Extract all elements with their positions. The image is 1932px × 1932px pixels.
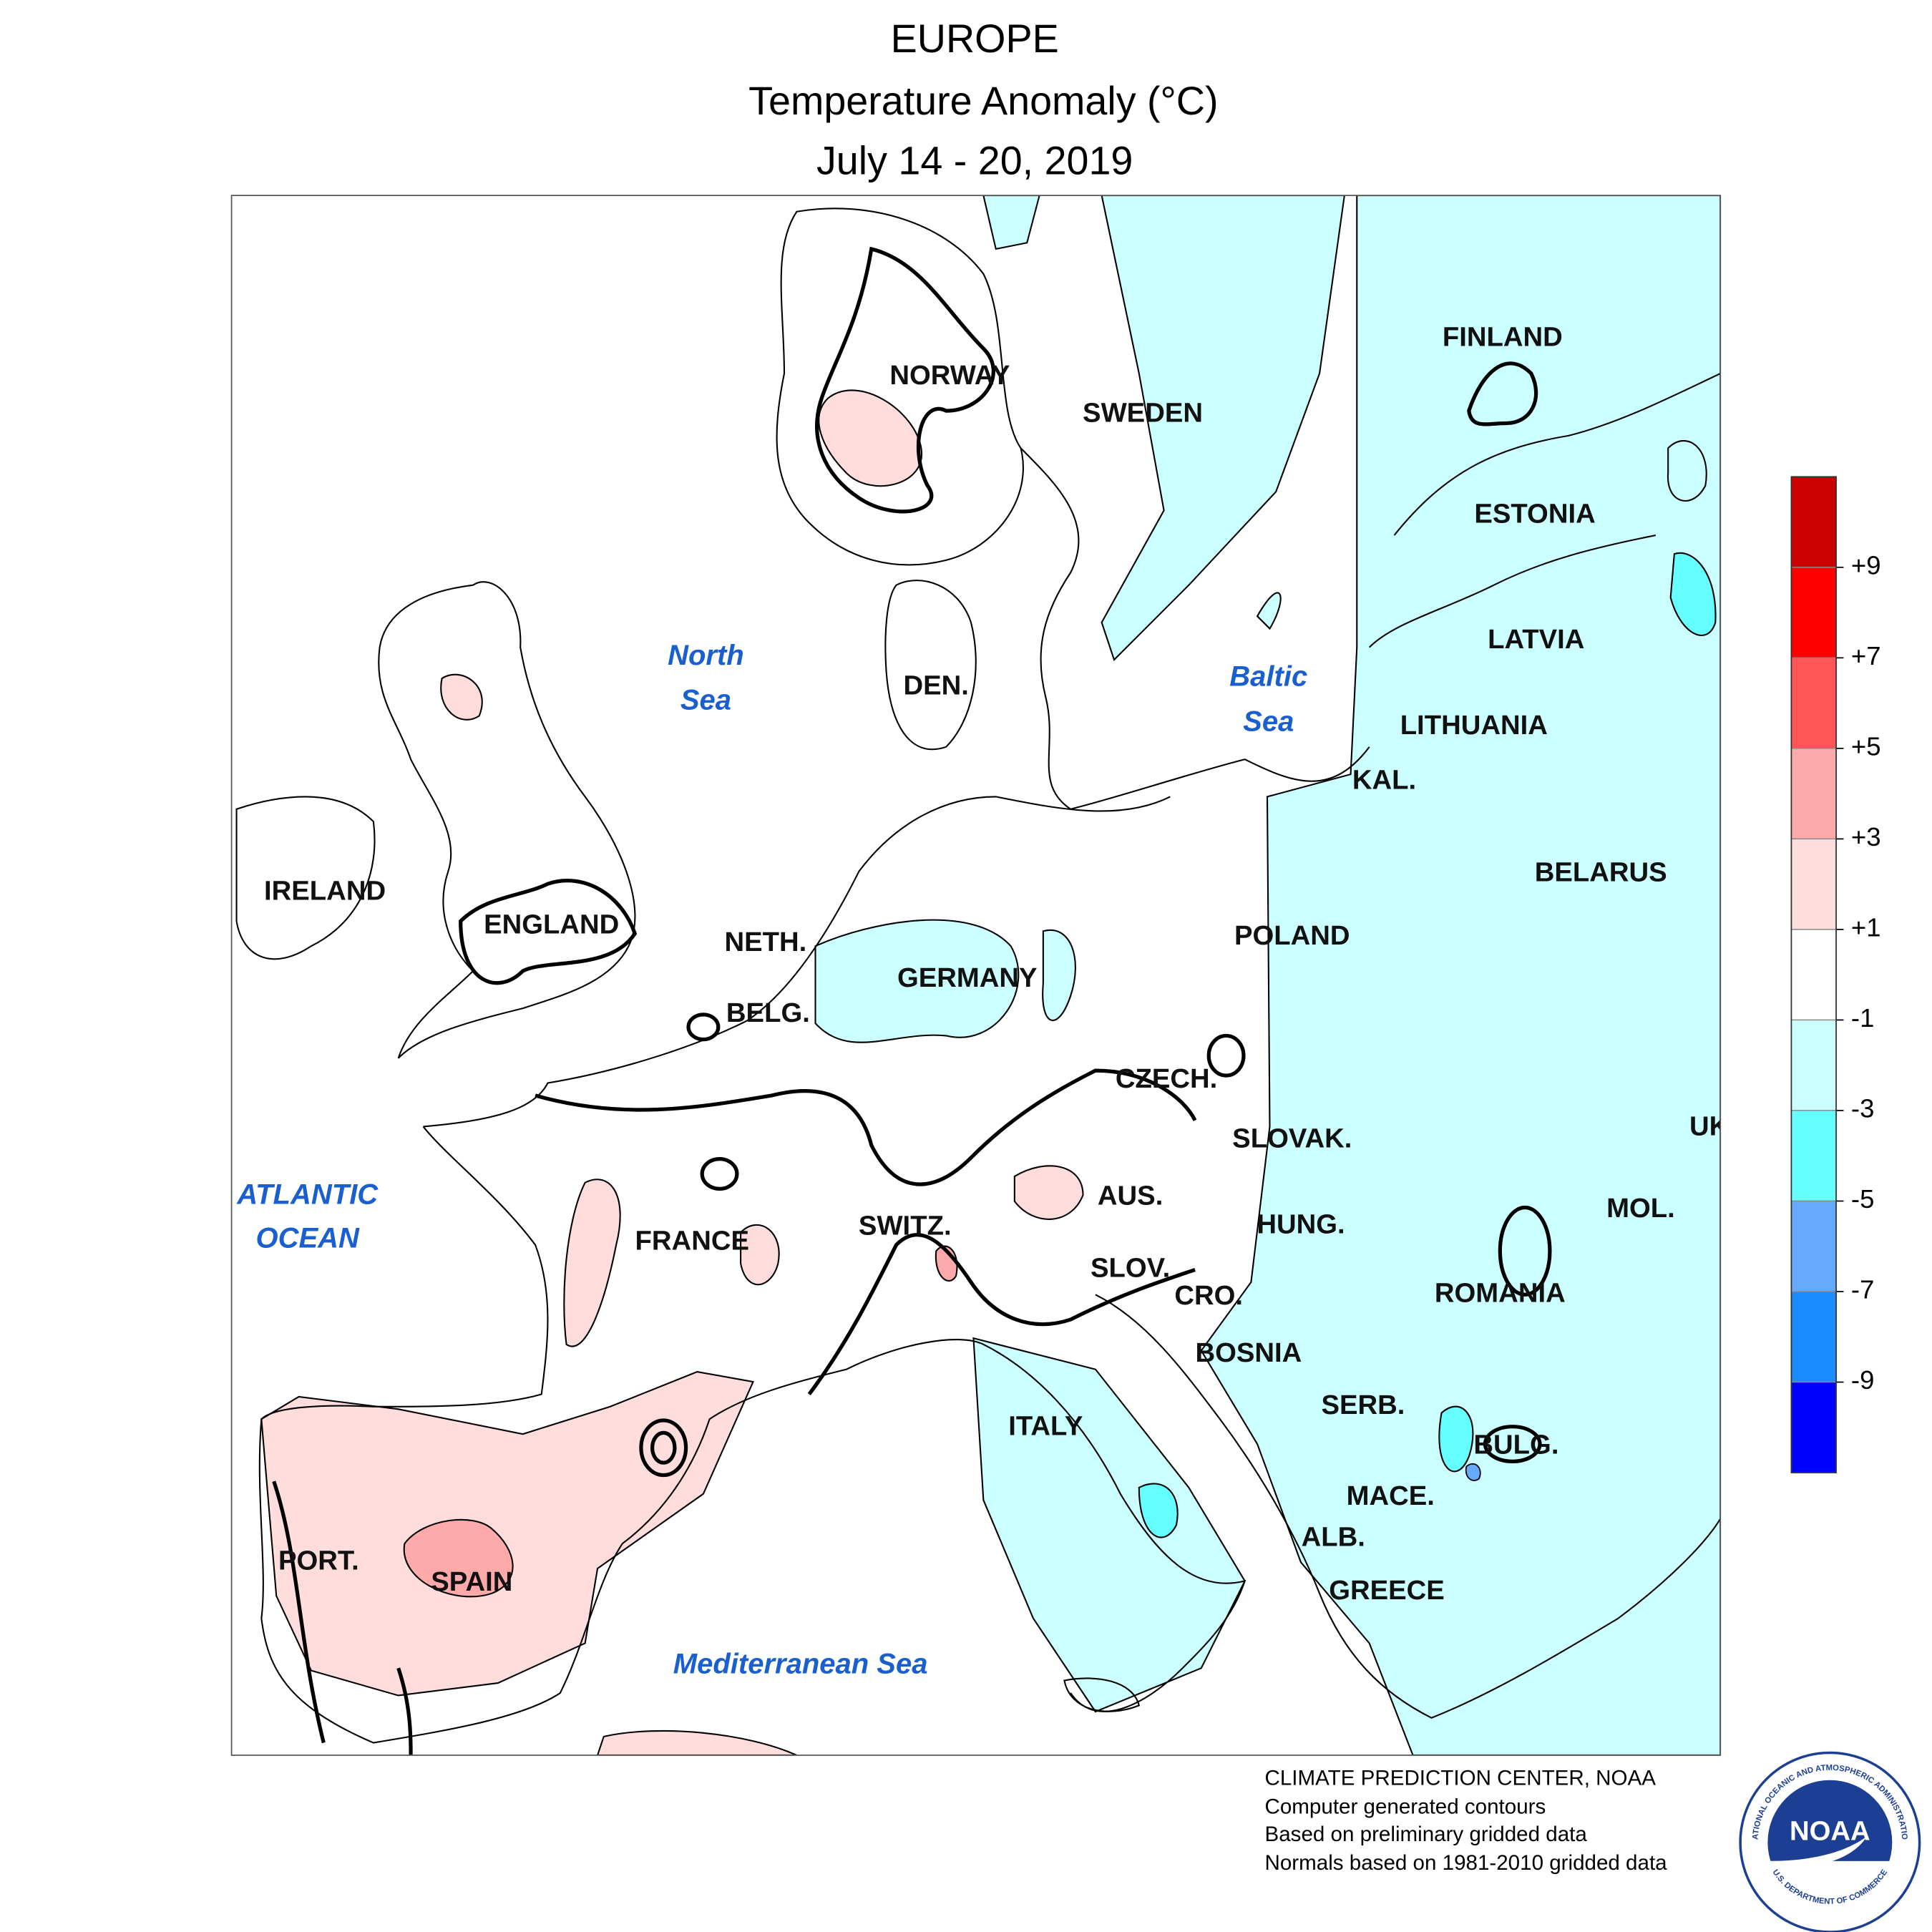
legend-tick-label: -9 — [1851, 1365, 1874, 1395]
footer-line: CLIMATE PREDICTION CENTER, NOAA — [1265, 1767, 1657, 1790]
legend-tick-label: +9 — [1851, 550, 1881, 580]
map-frame — [230, 195, 1722, 1756]
logo-text: NOAA — [1790, 1815, 1870, 1846]
country-label: MACE. — [1347, 1480, 1435, 1511]
country-label: LATVIA — [1488, 624, 1584, 655]
legend-tick-label: +7 — [1851, 641, 1881, 670]
sea-label: Sea — [680, 685, 731, 716]
legend-frame — [1790, 476, 1837, 1473]
legend-tick-label: -1 — [1851, 1003, 1874, 1033]
legend-swatch — [1790, 1291, 1837, 1383]
country-label: ESTONIA — [1474, 498, 1595, 529]
country-label: SLOV. — [1091, 1253, 1170, 1284]
country-label: FINLAND — [1443, 321, 1563, 352]
sea-label: Baltic — [1229, 661, 1307, 693]
legend-swatch — [1790, 929, 1837, 1021]
legend-tick-label: +5 — [1851, 732, 1881, 761]
country-label: DEN. — [904, 670, 969, 701]
country-label: NETH. — [725, 927, 807, 957]
country-label: ITALY — [1008, 1411, 1083, 1442]
country-label: CRO. — [1174, 1280, 1243, 1311]
country-label: SERB. — [1321, 1390, 1405, 1420]
subtitle: Temperature Anomaly (°C) — [748, 79, 1218, 123]
legend-swatch — [1790, 657, 1837, 749]
country-label: NORWAY — [889, 360, 1010, 391]
legend-swatch — [1790, 1200, 1837, 1292]
country-label: UK — [1689, 1111, 1729, 1141]
country-label: FRANCE — [635, 1225, 749, 1256]
country-label: LITHUANIA — [1400, 710, 1548, 741]
footer-line: Computer generated contours — [1265, 1795, 1546, 1819]
sea-label: OCEAN — [255, 1222, 360, 1254]
sea-label: Mediterranean Sea — [673, 1648, 928, 1679]
country-label: POLAND — [1234, 920, 1350, 951]
title: EUROPE — [891, 16, 1059, 61]
legend-swatch — [1790, 1381, 1837, 1473]
country-label: BELARUS — [1535, 857, 1667, 887]
legend-tick-label: -5 — [1851, 1184, 1874, 1214]
country-label: MOL. — [1606, 1193, 1675, 1224]
country-label: AUS. — [1098, 1181, 1163, 1211]
legend-tick-label: -7 — [1851, 1275, 1874, 1304]
country-label: ALB. — [1302, 1521, 1365, 1552]
country-label: PORT. — [278, 1545, 359, 1576]
country-label: BELG. — [726, 997, 810, 1028]
country-label: KAL. — [1352, 765, 1416, 796]
country-label: SWITZ. — [859, 1210, 952, 1241]
country-label: IRELAND — [264, 875, 386, 906]
country-label: HUNG. — [1257, 1209, 1345, 1240]
footer-line: Based on preliminary gridded data — [1265, 1823, 1588, 1846]
sea-label: North — [668, 640, 744, 671]
sea-label: Sea — [1243, 706, 1294, 737]
legend-swatch — [1790, 1110, 1837, 1202]
country-label: SLOVAK. — [1232, 1123, 1352, 1154]
legend-swatch — [1790, 476, 1837, 568]
legend-tick-label: +3 — [1851, 822, 1881, 852]
map: NORWAY SWEDEN FINLAND ESTONIA LATVIA LIT… — [231, 195, 1729, 1755]
footer-line: Normals based on 1981-2010 gridded data — [1265, 1851, 1668, 1875]
legend-swatch — [1790, 748, 1837, 840]
legend-swatch — [1790, 1019, 1837, 1111]
country-label: GREECE — [1329, 1575, 1445, 1606]
country-label: BULG. — [1473, 1430, 1558, 1460]
country-label: ENGLAND — [484, 909, 619, 940]
legend-tick-label: +1 — [1851, 913, 1881, 942]
color-legend: +9 +7 +5 +3 +1 -1 -3 -5 -7 -9 — [1790, 476, 1881, 1473]
dates: July 14 - 20, 2019 — [816, 139, 1133, 183]
legend-swatch — [1790, 567, 1837, 659]
country-label: SPAIN — [431, 1566, 512, 1597]
country-label: CZECH. — [1116, 1063, 1217, 1094]
legend-tick-label: -3 — [1851, 1094, 1874, 1123]
legend-swatch — [1790, 838, 1837, 930]
country-label: GERMANY — [897, 962, 1038, 993]
country-label: BOSNIA — [1195, 1337, 1302, 1368]
sea-label: ATLANTIC — [236, 1179, 379, 1210]
country-label: ROMANIA — [1435, 1277, 1566, 1308]
country-label: SWEDEN — [1083, 397, 1203, 428]
